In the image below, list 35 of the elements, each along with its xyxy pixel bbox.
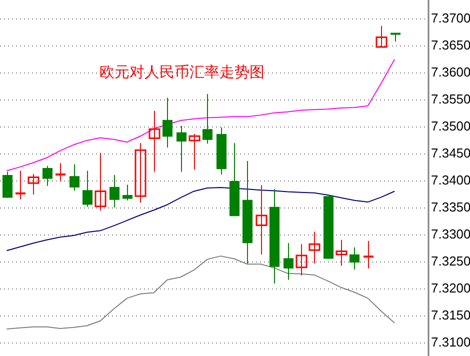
y-tick-label: 7.3400 bbox=[431, 172, 470, 188]
y-tick-label: 7.3300 bbox=[431, 226, 470, 242]
y-tick-label: 7.3550 bbox=[431, 92, 470, 107]
candlestick bbox=[296, 244, 308, 276]
candlestick bbox=[176, 125, 187, 172]
candlestick bbox=[336, 239, 348, 266]
text: 欧元对人民币汇率走势图 bbox=[99, 62, 264, 81]
y-tick-label: 7.3700 bbox=[431, 10, 470, 26]
candlestick bbox=[202, 93, 213, 144]
y-tick-label: 7.3150 bbox=[431, 308, 470, 323]
y-tick-label: 7.3600 bbox=[431, 64, 470, 80]
candlestick bbox=[283, 242, 294, 280]
candlestick bbox=[134, 142, 146, 204]
y-tick-label: 7.3500 bbox=[431, 118, 470, 134]
y-tick-label: 7.3350 bbox=[431, 200, 470, 215]
candlestick bbox=[148, 110, 160, 172]
y-tick-label: 7.3100 bbox=[431, 334, 470, 350]
y-tick-label: 7.3200 bbox=[431, 280, 470, 296]
y-tick-label: 7.3650 bbox=[431, 37, 470, 52]
y-tick-label: 7.3450 bbox=[431, 146, 470, 161]
candlestick bbox=[349, 246, 360, 270]
candlestick bbox=[109, 174, 120, 208]
candlestick bbox=[308, 231, 320, 264]
candlestick bbox=[28, 173, 40, 195]
candlestick bbox=[2, 171, 13, 198]
candlestick bbox=[188, 133, 200, 170]
candlestick bbox=[94, 152, 106, 212]
candlestick bbox=[42, 165, 53, 186]
candlestick bbox=[69, 164, 80, 192]
candlestick bbox=[376, 25, 388, 48]
candlestick bbox=[82, 170, 93, 208]
candlestick bbox=[122, 184, 133, 201]
candlestick bbox=[162, 97, 173, 148]
y-tick-label: 7.3250 bbox=[431, 254, 470, 269]
candlestick bbox=[256, 184, 268, 255]
